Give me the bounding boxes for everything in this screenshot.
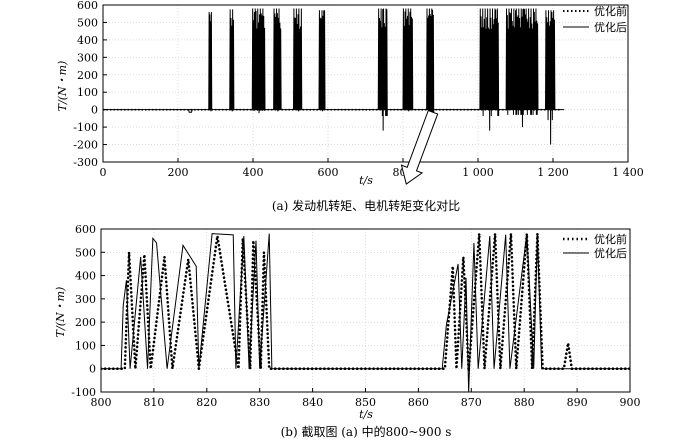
series-after-burst — [318, 10, 326, 112]
xtick-label: 820 — [196, 396, 217, 409]
xtick-label: 840 — [302, 396, 323, 409]
panel-b: -100 0 100 200 300 400 500 600 800 810 820 830 840 85… — [54, 223, 641, 439]
ytick-label: 300 — [75, 293, 96, 306]
series-after-burst — [402, 8, 414, 112]
ytick-label: 0 — [91, 104, 98, 117]
series-after-burst — [293, 8, 303, 112]
xtick-label: 810 — [143, 396, 164, 409]
panel-b-frame — [100, 228, 631, 393]
legend-b-after-label: 优化后 — [594, 246, 627, 260]
series-after-burst — [273, 8, 282, 112]
zoom-arrow — [400, 109, 439, 185]
xtick-label: 0 — [100, 166, 107, 179]
legend-a-before-label: 优化前 — [594, 4, 627, 18]
xtick-label: 1 200 — [537, 166, 569, 179]
xtick-label: 800 — [91, 396, 112, 409]
series-after-burst — [377, 8, 388, 131]
panel-a-frame — [102, 4, 629, 163]
series-after-line — [101, 233, 630, 393]
ytick-label: -100 — [73, 121, 98, 134]
series-after-burst — [208, 11, 213, 112]
ytick-label: 600 — [77, 0, 98, 12]
panel-a-series-after — [103, 8, 565, 145]
series-after-burst — [229, 9, 235, 112]
panel-b-xlabel: t/s — [359, 408, 373, 421]
series-after-dip — [188, 109, 193, 113]
ytick-label: 0 — [89, 363, 96, 376]
ytick-label: 300 — [77, 51, 98, 64]
xtick-label: 850 — [355, 396, 376, 409]
xtick-label: 1 000 — [462, 166, 494, 179]
panel-b-series-before — [101, 233, 630, 372]
xtick-label: 830 — [249, 396, 270, 409]
ytick-label: 200 — [75, 316, 96, 329]
ytick-label: 400 — [77, 34, 98, 47]
xtick-label: 880 — [514, 396, 535, 409]
series-after-burst — [426, 8, 435, 129]
legend-a-after-label: 优化后 — [594, 20, 627, 34]
panel-a: -300 -200 -100 0 100 200 300 400 500 600 0 200 400 60… — [56, 0, 644, 213]
xtick-label: 900 — [620, 396, 641, 409]
ytick-label: 100 — [75, 339, 96, 352]
ytick-label: 100 — [77, 86, 98, 99]
panel-b-legend: 优化前 优化后 — [563, 232, 627, 260]
xtick-label: 890 — [567, 396, 588, 409]
series-after-burst — [479, 8, 500, 131]
panel-a-legend: 优化前 优化后 — [563, 4, 627, 34]
panel-a-ylabel: T/(N・m) — [56, 61, 69, 112]
zoom-arrow-shape — [400, 109, 439, 185]
ytick-label: -100 — [71, 386, 96, 399]
xtick-label: 1 400 — [612, 166, 644, 179]
ytick-label: 200 — [77, 69, 98, 82]
ytick-label: -300 — [73, 156, 98, 169]
series-after-burst — [251, 8, 266, 114]
series-before-line — [101, 233, 630, 372]
panel-b-ticks: -100 0 100 200 300 400 500 600 800 810 820 830 840 85… — [71, 223, 640, 409]
xtick-label: 600 — [318, 166, 339, 179]
ytick-label: 500 — [77, 16, 98, 29]
ytick-label: -200 — [73, 139, 98, 152]
panel-b-series-after — [101, 233, 630, 393]
panel-a-xlabel: t/s — [359, 174, 373, 187]
xtick-label: 200 — [168, 166, 189, 179]
xtick-label: 400 — [243, 166, 264, 179]
ytick-label: 500 — [75, 246, 96, 259]
xtick-label: 860 — [408, 396, 429, 409]
legend-b-before-label: 优化前 — [594, 232, 627, 246]
series-after-burst — [545, 10, 556, 145]
panel-a-ticks: -300 -200 -100 0 100 200 300 400 500 600 0 200 400 60… — [73, 0, 643, 179]
series-after-burst — [505, 8, 539, 128]
panel-b-ylabel: T/(N・m) — [54, 287, 67, 338]
ytick-label: 400 — [75, 270, 96, 283]
xtick-label: 870 — [461, 396, 482, 409]
panel-b-caption: (b) 截取图 (a) 中的800~900 s — [281, 424, 452, 439]
ytick-label: 600 — [75, 223, 96, 236]
panel-a-caption: (a) 发动机转矩、电机转矩变化对比 — [272, 198, 460, 213]
